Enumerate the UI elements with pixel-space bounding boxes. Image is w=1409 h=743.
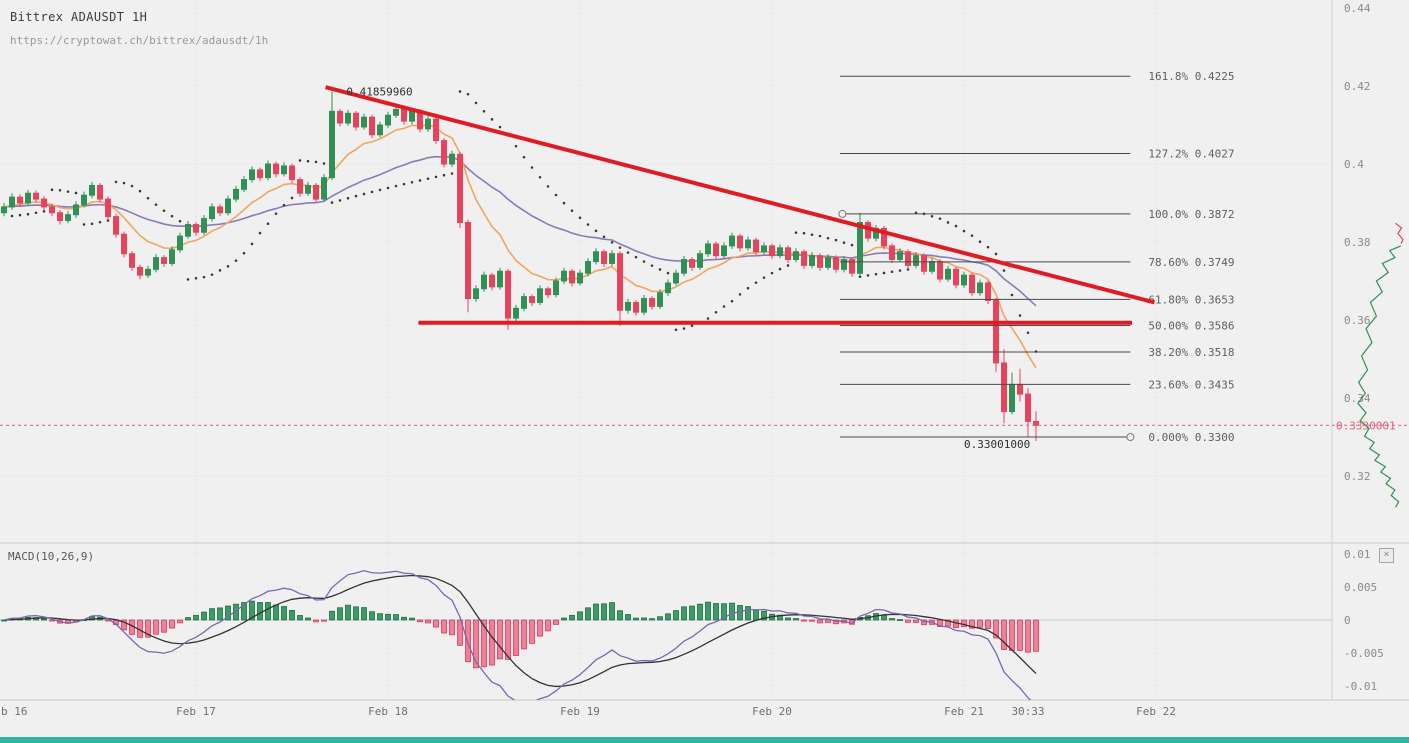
svg-text:61.80% 0.3653: 61.80% 0.3653 (1148, 293, 1234, 306)
trend-line[interactable] (325, 85, 1155, 305)
svg-text:0.44: 0.44 (1344, 2, 1371, 15)
time-axis[interactable]: b 16 Feb 17 Feb 18 Feb 19 Feb 20 Feb 21 30:33 F… (1, 705, 1176, 718)
svg-text:38.20% 0.3518: 38.20% 0.3518 (1148, 346, 1234, 359)
price-annotations: 0.41859960 0.33001000 (346, 85, 1030, 451)
svg-text:161.8% 0.4225: 161.8% 0.4225 (1148, 70, 1234, 83)
svg-text:0.000% 0.3300: 0.000% 0.3300 (1148, 431, 1234, 444)
svg-text:Feb 22: Feb 22 (1136, 705, 1176, 718)
fib-retracement[interactable]: 161.8% 0.4225 127.2% 0.4027 100.0% 0.3872 7… (838, 70, 1235, 444)
svg-text:127.2% 0.4027: 127.2% 0.4027 (1148, 147, 1234, 160)
chart-title: Bittrex ADAUSDT 1H (10, 10, 148, 24)
svg-text:0.38: 0.38 (1344, 236, 1371, 249)
svg-text:0.34: 0.34 (1344, 392, 1371, 405)
mini-price-sparkline (1357, 222, 1404, 508)
svg-text:0.32: 0.32 (1344, 470, 1371, 483)
svg-text:Feb 21: Feb 21 (944, 705, 984, 718)
svg-text:50.00% 0.3586: 50.00% 0.3586 (1148, 319, 1234, 332)
svg-text:Feb 19: Feb 19 (560, 705, 600, 718)
svg-text:-0.005: -0.005 (1344, 647, 1384, 660)
svg-text:Feb 18: Feb 18 (368, 705, 408, 718)
chart-url: https://cryptowat.ch/bittrex/adausdt/1h (10, 34, 269, 47)
moving-averages (3, 123, 1037, 369)
close-icon: × (1383, 549, 1390, 560)
svg-text:0.005: 0.005 (1344, 581, 1377, 594)
svg-text:0.41859960: 0.41859960 (346, 85, 412, 98)
svg-text:Feb 20: Feb 20 (752, 705, 792, 718)
svg-text:0.36: 0.36 (1344, 314, 1371, 327)
svg-text:23.60% 0.3435: 23.60% 0.3435 (1148, 378, 1234, 391)
candles (1, 91, 1039, 441)
macd-indicator-label: MACD(10,26,9) (8, 550, 95, 563)
svg-text:0: 0 (1344, 614, 1351, 627)
svg-text:78.60% 0.3749: 78.60% 0.3749 (1148, 256, 1234, 269)
macd-close-button[interactable]: × (1379, 548, 1394, 563)
svg-text:0.33001000: 0.33001000 (964, 438, 1030, 451)
macd-pane (1, 569, 1039, 700)
svg-text:0.01: 0.01 (1344, 548, 1371, 561)
svg-text:100.0% 0.3872: 100.0% 0.3872 (1148, 208, 1234, 221)
svg-text:0.42: 0.42 (1344, 80, 1371, 93)
svg-text:Feb 17: Feb 17 (176, 705, 216, 718)
svg-text:b 16: b 16 (1, 705, 28, 718)
price-axis[interactable]: 0.44 0.42 0.4 0.38 0.36 0.34 0.32 (1344, 2, 1371, 483)
svg-text:0.4: 0.4 (1344, 158, 1364, 171)
svg-text:-0.01: -0.01 (1344, 680, 1377, 693)
parabolic-sar-dots (10, 90, 1038, 353)
macd-axis[interactable]: 0.01 0.005 0 -0.005 -0.01 (1344, 548, 1384, 693)
timeline-bar (0, 737, 1409, 743)
svg-text:30:33: 30:33 (1011, 705, 1044, 718)
